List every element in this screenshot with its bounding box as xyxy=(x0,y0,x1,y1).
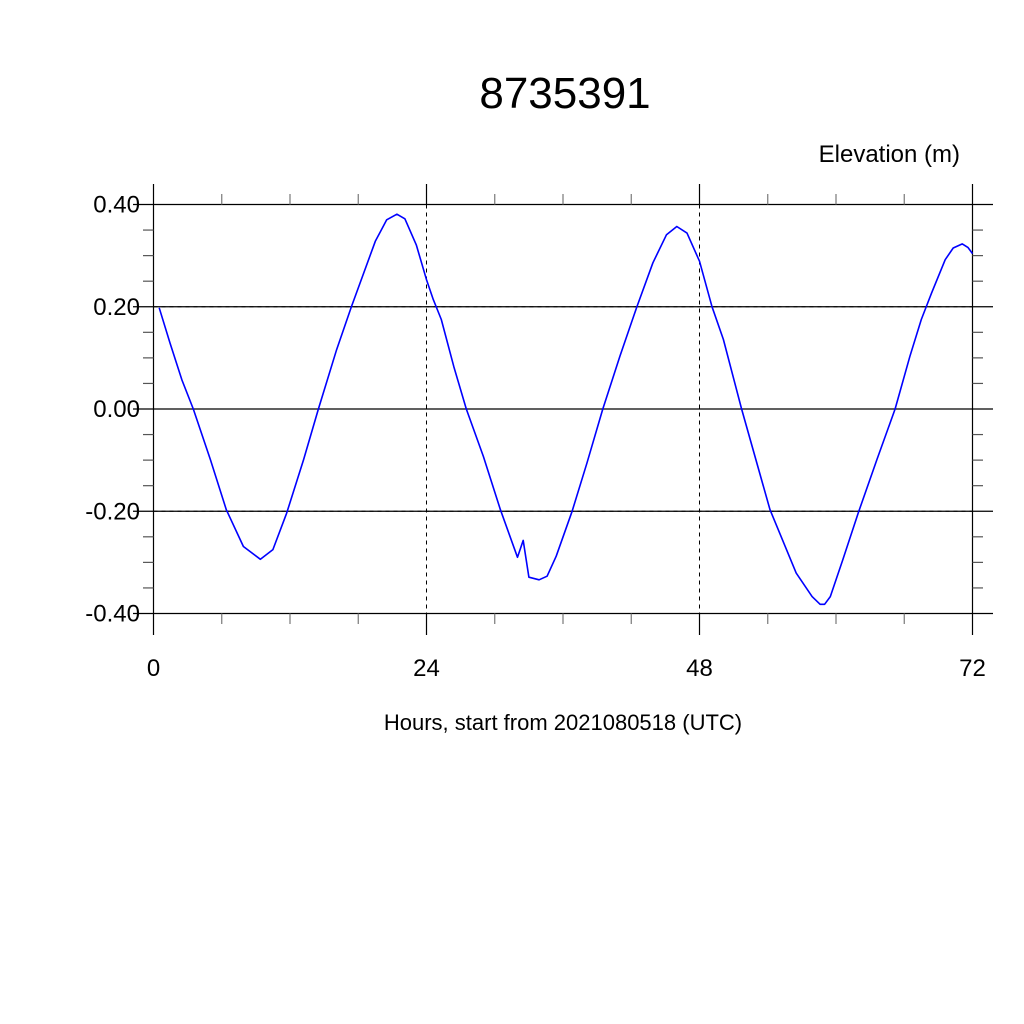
x-tick-label: 72 xyxy=(959,655,986,682)
y-tick-label: -0.40 xyxy=(85,601,140,628)
axes xyxy=(133,184,993,635)
y-tick-label: 0.20 xyxy=(93,294,140,321)
x-tick-label: 24 xyxy=(413,655,440,682)
y-tick-label: 0.40 xyxy=(93,192,140,219)
x-tick-label: 0 xyxy=(147,655,160,682)
x-axis-label: Hours, start from 2021080518 (UTC) xyxy=(384,710,742,735)
y-tick-label: 0.00 xyxy=(93,396,140,423)
elevation-line xyxy=(158,213,974,606)
tick-labels: 0.40 0.20 0.00 -0.20 -0.40 0 24 48 72 xyxy=(85,192,986,683)
y-axis-label: Elevation (m) xyxy=(819,141,960,168)
y-tick-label: -0.20 xyxy=(85,498,140,525)
x-tick-label: 48 xyxy=(686,655,713,682)
chart-title: 8735391 xyxy=(479,69,650,118)
